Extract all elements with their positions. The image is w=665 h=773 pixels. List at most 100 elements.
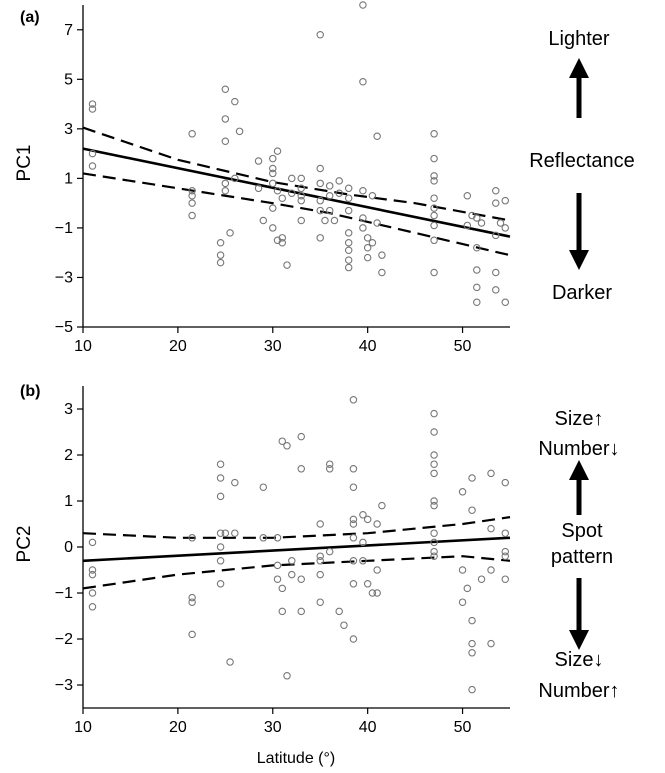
data-point	[325, 547, 334, 556]
data-point	[378, 251, 386, 259]
data-point	[468, 649, 476, 657]
x-tick-label: 10	[74, 719, 92, 736]
y-tick-label: 5	[64, 71, 73, 88]
data-point	[430, 154, 438, 163]
data-point	[344, 184, 353, 193]
data-point	[325, 465, 334, 473]
annotation-spot: Spot	[561, 520, 603, 542]
panel-b-ylabel: PC2	[14, 526, 35, 563]
x-tick-label: 20	[169, 719, 187, 736]
data-point	[188, 598, 196, 606]
data-point	[373, 520, 381, 528]
panel-b-confidence-lines	[82, 516, 511, 590]
panel-b-points	[88, 396, 510, 694]
data-point	[231, 97, 239, 106]
data-point	[492, 199, 500, 207]
data-point	[221, 115, 230, 123]
data-point	[368, 239, 377, 247]
annotation-reflectance: Reflectance	[529, 150, 635, 172]
data-point	[463, 221, 472, 230]
data-point	[368, 589, 377, 597]
x-tick-label: 10	[74, 338, 92, 355]
data-point	[283, 672, 291, 680]
data-point	[216, 258, 225, 267]
data-point	[468, 639, 476, 648]
data-point	[430, 236, 438, 245]
x-tick-label: 40	[359, 338, 377, 355]
data-point	[88, 603, 97, 611]
data-point	[88, 589, 97, 597]
data-point	[487, 566, 495, 574]
data-point	[344, 206, 353, 215]
data-point	[288, 557, 296, 565]
data-point	[297, 184, 305, 193]
data-point	[349, 515, 358, 524]
data-point	[344, 256, 353, 264]
data-point	[216, 239, 225, 247]
data-point	[430, 409, 438, 418]
data-point	[325, 206, 334, 215]
data-point	[269, 164, 277, 173]
data-point	[501, 547, 510, 556]
data-point	[216, 492, 225, 501]
data-point	[88, 162, 97, 170]
data-point	[221, 137, 230, 145]
data-point	[188, 593, 196, 602]
data-point	[463, 584, 472, 593]
data-point	[226, 658, 234, 666]
data-point	[88, 570, 97, 579]
ci-lower-line	[82, 172, 511, 257]
data-point	[373, 589, 381, 597]
y-tick-label: 3	[64, 401, 73, 418]
data-point	[349, 534, 358, 542]
data-point	[283, 442, 291, 450]
data-point	[344, 246, 353, 254]
data-point	[316, 598, 324, 606]
ci-lower-line	[82, 555, 511, 590]
x-tick-label: 20	[169, 338, 187, 355]
regression-line	[82, 536, 511, 563]
data-point	[359, 557, 367, 565]
data-point	[430, 211, 438, 220]
x-tick-label: 30	[264, 338, 282, 355]
data-point	[430, 451, 438, 459]
panel-a-label: (a)	[20, 9, 40, 26]
data-point	[473, 243, 481, 252]
data-point	[492, 187, 500, 195]
data-point	[288, 189, 296, 197]
annotation-number-up: Number↑	[538, 680, 619, 702]
annotation-size-up: Size↑	[555, 408, 604, 430]
data-point	[273, 147, 282, 155]
data-point	[269, 204, 277, 212]
data-point	[344, 239, 353, 247]
data-point	[269, 224, 277, 232]
data-point	[316, 196, 324, 205]
data-point	[316, 234, 324, 242]
y-tick-label: −3	[55, 677, 73, 694]
data-point	[188, 630, 196, 639]
annotation-pattern: pattern	[551, 546, 613, 568]
data-point	[430, 501, 438, 510]
y-tick-label: 1	[64, 170, 73, 187]
y-tick-label: −1	[55, 585, 73, 602]
data-point	[378, 501, 386, 510]
data-point	[335, 607, 343, 616]
data-point	[216, 580, 225, 588]
data-point	[359, 187, 367, 195]
data-point	[458, 488, 467, 496]
data-point	[373, 566, 381, 574]
data-point	[340, 621, 348, 629]
data-point	[88, 105, 97, 113]
data-point	[430, 497, 438, 505]
data-point	[468, 685, 476, 694]
data-point	[188, 191, 196, 200]
data-point	[359, 78, 367, 86]
x-tick-label: 50	[454, 719, 472, 736]
data-point	[344, 229, 353, 237]
data-point	[297, 432, 305, 441]
data-point	[330, 216, 339, 225]
data-point	[278, 437, 287, 445]
data-point	[88, 149, 97, 158]
y-tick-label: 3	[64, 121, 73, 138]
data-point	[88, 538, 97, 547]
